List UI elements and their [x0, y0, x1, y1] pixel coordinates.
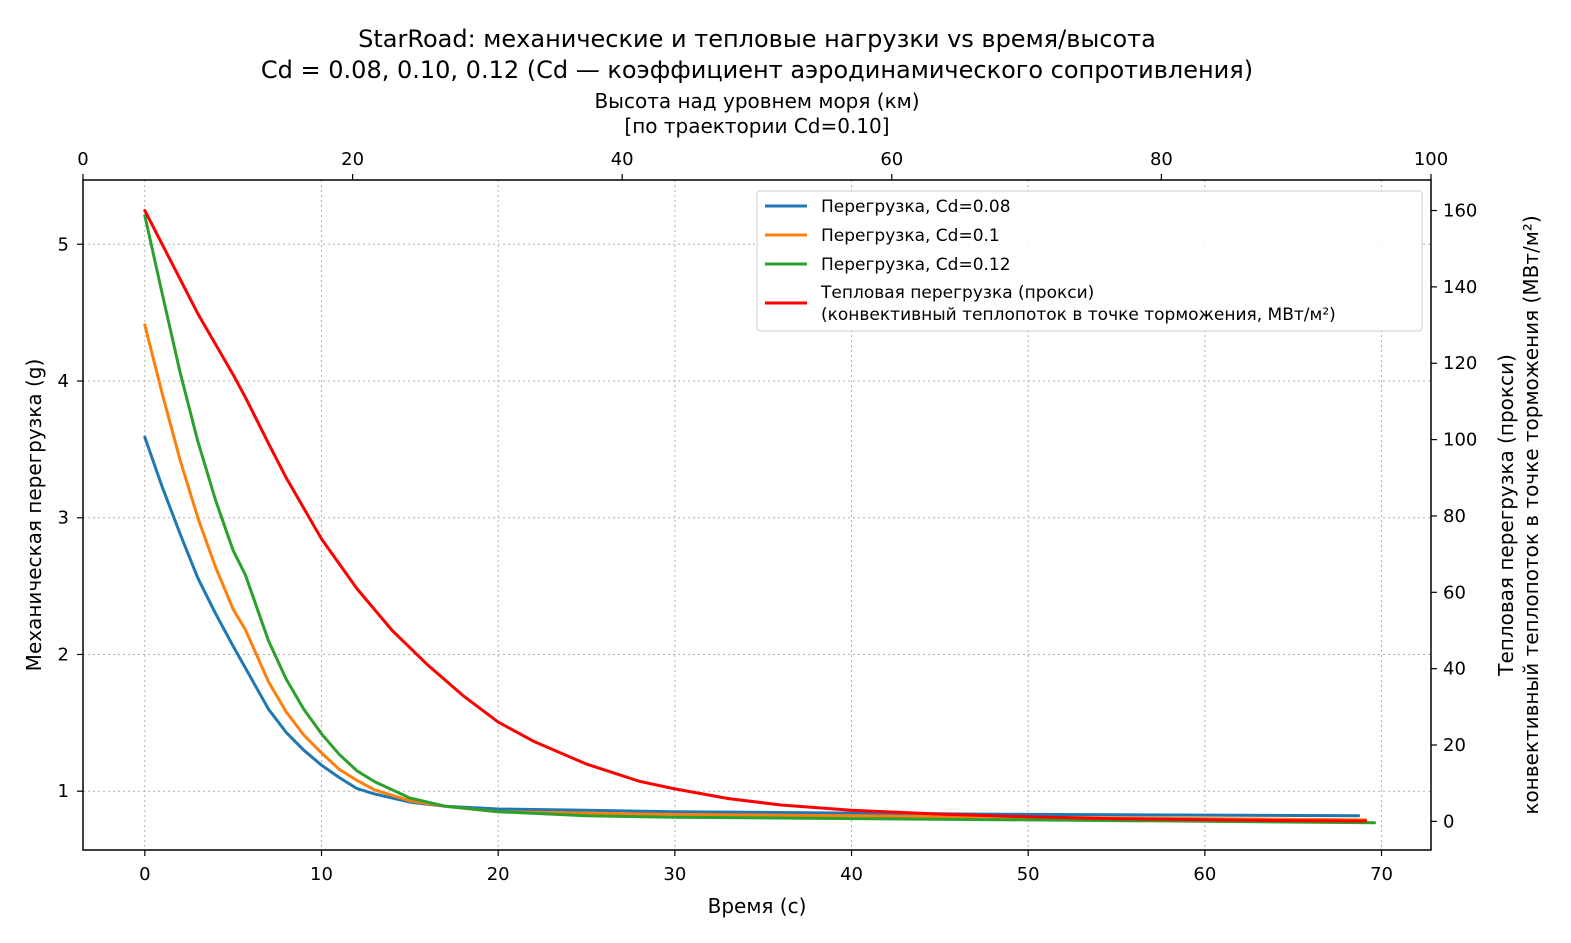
x-tick-label: 10	[310, 864, 333, 885]
top-axis-label: Высота над уровнем моря (км)	[594, 89, 919, 113]
x-tick-label: 70	[1370, 864, 1393, 885]
legend-label-cd-010: Перегрузка, Cd=0.1	[821, 226, 1000, 246]
series-line-heat-flux	[143, 209, 1368, 823]
y-axis-label: Механическая перегрузка (g)	[22, 359, 46, 672]
x2-tick-label: 60	[880, 149, 903, 170]
y-tick-label: 2	[58, 644, 69, 665]
y2-axis-sublabel: конвективный теплопоток в точке торможен…	[1519, 215, 1543, 814]
legend-label-cd-012: Перегрузка, Cd=0.12	[821, 255, 1011, 275]
x-tick-label: 20	[487, 864, 510, 885]
y2-tick-label: 20	[1443, 735, 1466, 756]
series-lines	[143, 209, 1376, 825]
legend-box	[756, 190, 1423, 332]
x-tick-label: 0	[139, 864, 150, 885]
y-tick-label: 3	[58, 508, 69, 529]
x2-tick-label: 80	[1150, 149, 1173, 170]
x-tick-label: 60	[1193, 864, 1216, 885]
chart-title: StarRoad: механические и тепловые нагруз…	[358, 25, 1156, 53]
y-tick-label: 5	[58, 234, 69, 255]
legend-label-cd-008: Перегрузка, Cd=0.08	[821, 197, 1011, 217]
y-tick-label: 1	[58, 781, 69, 802]
x2-tick-label: 40	[611, 149, 634, 170]
y2-tick-label: 160	[1443, 201, 1477, 222]
series-line-cd-010	[143, 323, 1368, 822]
legend-label-heat-flux: Тепловая перегрузка (прокси)	[820, 283, 1094, 303]
y-tick-label: 4	[58, 371, 69, 392]
chart-subtitle: Cd = 0.08, 0.10, 0.12 (Cd — коэффициент …	[261, 56, 1253, 84]
legend-label-heat-flux-line2: (конвективный теплопоток в точке торможе…	[821, 305, 1336, 325]
x-axis-label: Время (с)	[708, 894, 807, 918]
top-axis-sublabel: [по траектории Cd=0.10]	[624, 114, 889, 138]
series-line-cd-008	[143, 435, 1361, 818]
y2-tick-label: 80	[1443, 506, 1466, 527]
series-line-cd-012	[143, 214, 1376, 825]
x-tick-label: 40	[840, 864, 863, 885]
y2-tick-label: 40	[1443, 659, 1466, 680]
y2-tick-label: 120	[1443, 353, 1477, 374]
x2-tick-label: 100	[1414, 149, 1448, 170]
y2-tick-label: 60	[1443, 582, 1466, 603]
axis-ticks: 0 10 20 30 40 50 60 700 20 40 60 80 1001234502040608…	[58, 149, 1478, 885]
y2-tick-label: 0	[1443, 811, 1454, 832]
y2-tick-label: 140	[1443, 277, 1477, 298]
y2-tick-label: 100	[1443, 430, 1477, 451]
plot-frame	[82, 179, 1432, 851]
x2-tick-label: 0	[77, 149, 88, 170]
x-tick-label: 30	[663, 864, 686, 885]
x-tick-label: 50	[1017, 864, 1040, 885]
y2-axis-label: Тепловая перегрузка (прокси)	[1494, 354, 1518, 676]
legend: Перегрузка, Cd=0.08 Перегрузка, Cd=0.1 П…	[756, 190, 1423, 332]
x2-tick-label: 20	[341, 149, 364, 170]
